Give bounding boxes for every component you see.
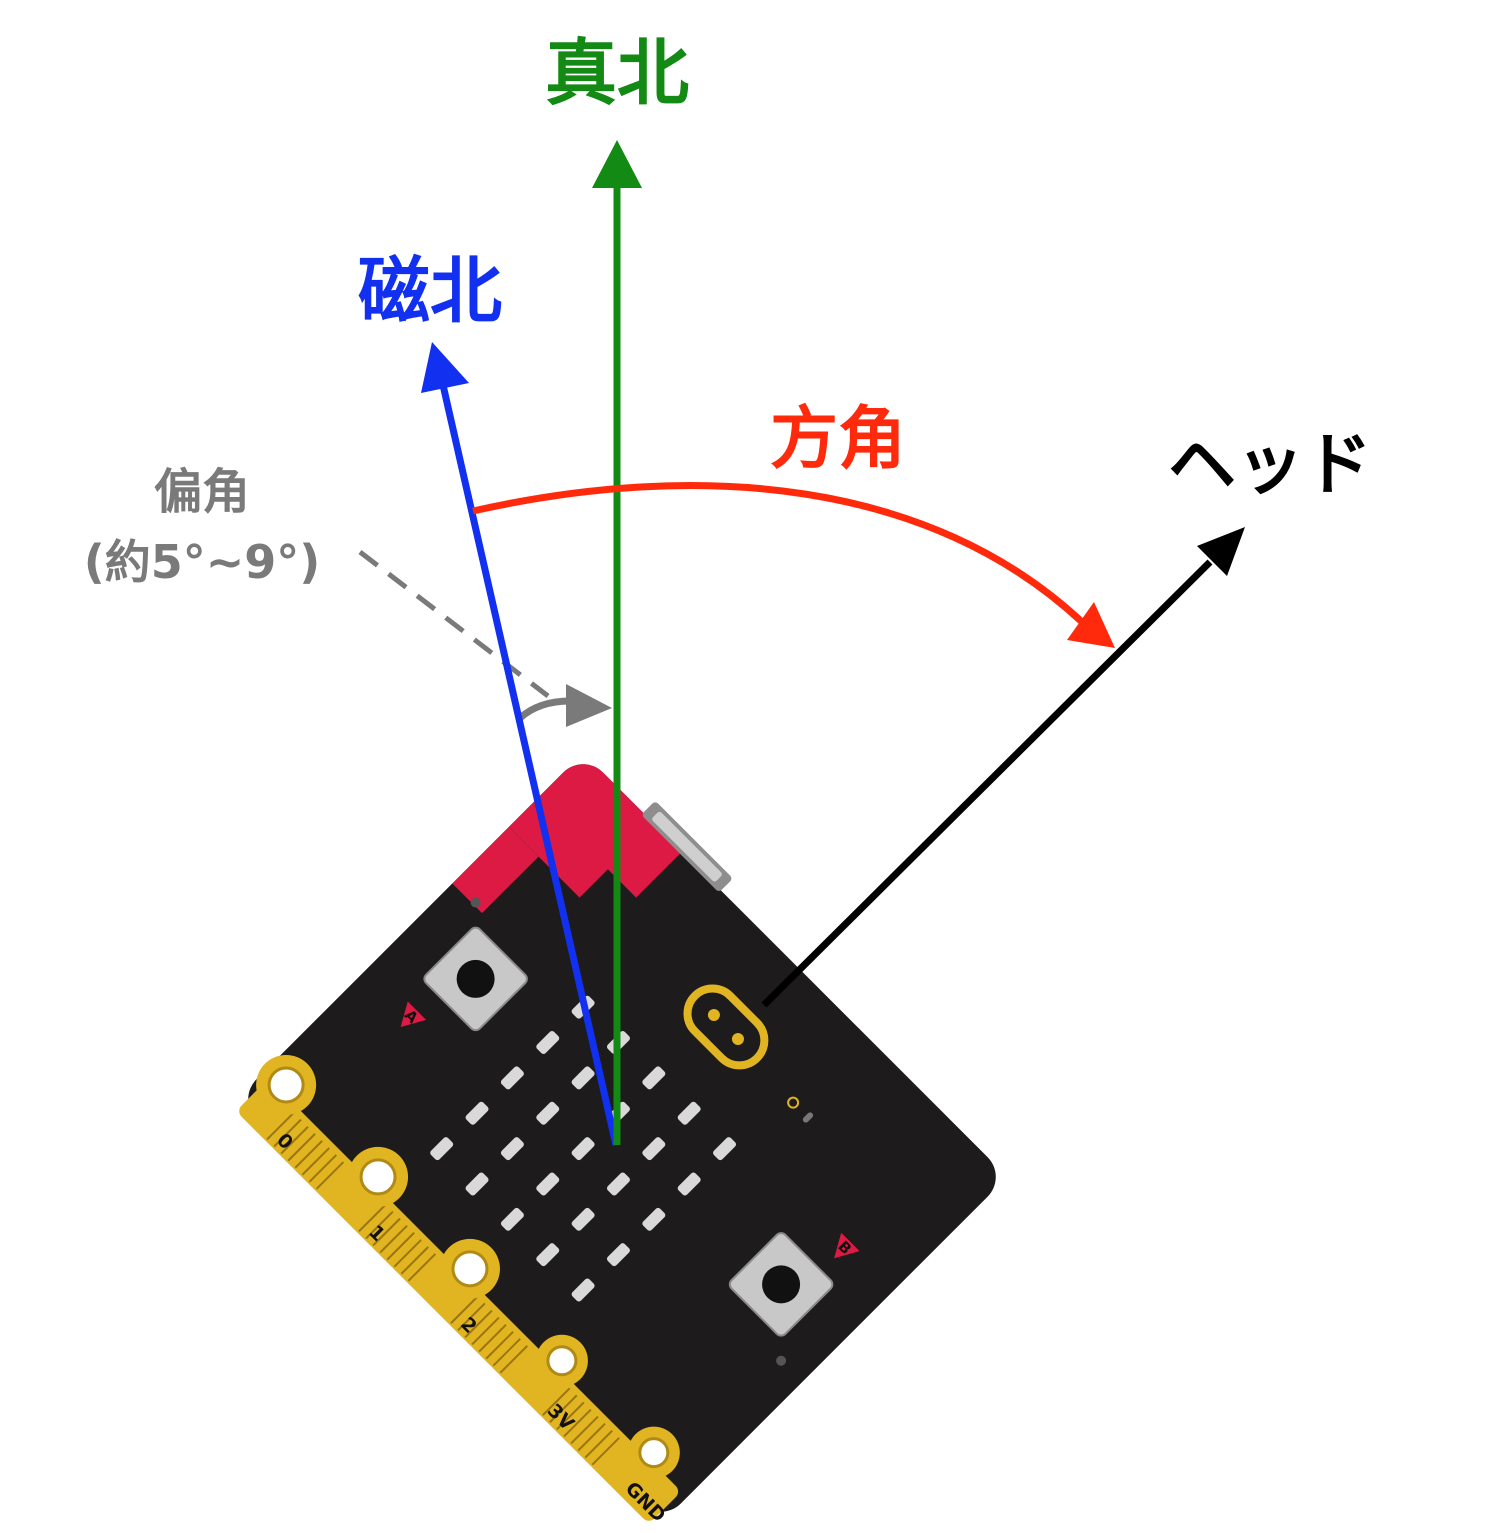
true-north-label: 真北 [545,31,689,115]
declination-label: 偏角 [154,464,250,520]
magnetic-north-arrow [421,342,620,1146]
button-a-badge: A [400,1001,427,1027]
azimuth-arc [472,482,1115,648]
mic-icon [802,1112,814,1123]
azimuth-arrowhead [1067,602,1115,648]
azimuth-label: 方角 [770,400,906,479]
button-a[interactable] [407,895,544,1032]
pin-ring-2 [439,1238,500,1299]
magnetic-north-label: 磁北 [358,249,502,333]
pin-ring-gnd [627,1426,680,1479]
microbit-board: 0 1 2 3V GND A [239,752,996,1527]
heading-label: ヘッド [1168,426,1372,505]
mic-hole [787,1096,800,1109]
button-b-badge: B [834,1232,860,1259]
board-body [248,764,996,1512]
pin-ring-3v [535,1334,588,1387]
true-north-arrow [592,140,642,1145]
declination-range-label: (約5°~9°) [84,535,321,589]
pin-ring-1 [348,1146,409,1207]
pin-ring-0 [256,1054,317,1115]
magnetic-north-arrowhead [421,342,469,393]
heading-arrowhead [1197,527,1245,576]
declination-indicator [358,550,612,727]
true-north-arrowhead [592,140,642,188]
heading-arrow [761,527,1245,1008]
button-b[interactable] [713,1231,850,1368]
declination-arrowhead [566,684,612,727]
touch-logo[interactable] [677,978,775,1076]
